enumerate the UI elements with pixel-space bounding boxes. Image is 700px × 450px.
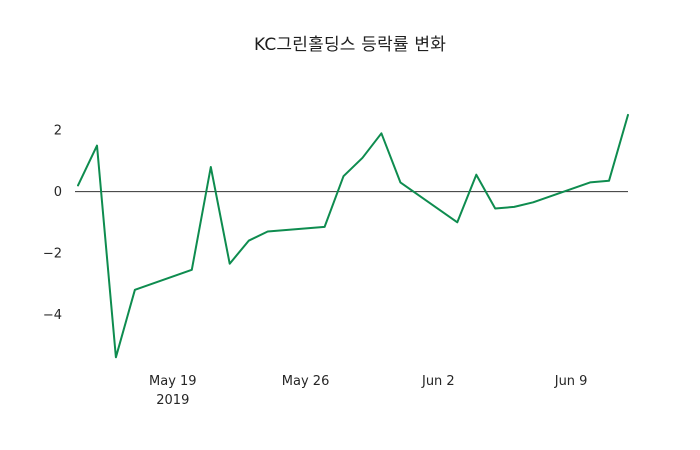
x-tick-label: May 19 xyxy=(149,374,197,389)
y-tick-label: 0 xyxy=(54,185,62,200)
y-tick-label: −4 xyxy=(43,308,62,323)
y-tick-label: 2 xyxy=(54,124,62,139)
price-change-line xyxy=(77,113,629,359)
x-tick-label: May 26 xyxy=(282,374,330,389)
y-tick-label: −2 xyxy=(43,246,62,261)
x-tick-label: Jun 9 xyxy=(554,374,588,389)
x-tick-year-label: 2019 xyxy=(156,393,189,408)
x-tick-label: Jun 2 xyxy=(421,374,455,389)
chart-title: KC그린홀딩스 등락률 변화 xyxy=(253,35,447,55)
